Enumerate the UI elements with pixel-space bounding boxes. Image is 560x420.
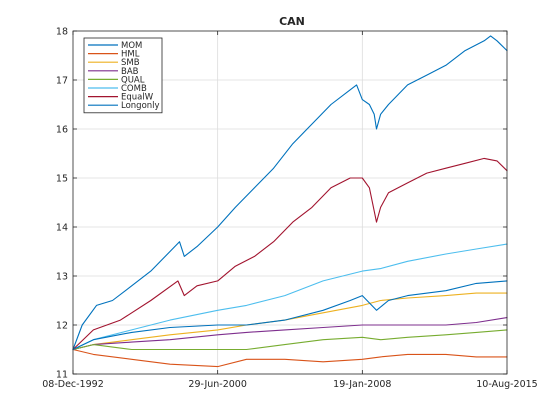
y-tick-label: 18 [56, 27, 68, 38]
axis-ticks: 08-Dec-1992 29-Jun-2000 19-Jan-2008 10-Aug-… [42, 27, 537, 391]
series-line-hml [72, 348, 508, 368]
y-tick-label: 13 [56, 272, 68, 283]
series-line-qual [72, 329, 508, 351]
legend-label-smb: SMB [121, 58, 140, 68]
chart-title: CAN [279, 15, 305, 28]
plot-frame [72, 30, 508, 375]
legend-label-hml: HML [121, 50, 140, 60]
legend-label-comb: COMB [121, 84, 147, 94]
x-tick-label: 10-Aug-2015 [476, 379, 537, 390]
x-tick-label: 29-Jun-2000 [188, 379, 247, 390]
legend-label-mom: MOM [121, 41, 142, 51]
series-line-comb [72, 243, 508, 351]
y-tick-label: 17 [56, 76, 68, 87]
y-tick-label: 12 [56, 321, 68, 332]
x-tick-label: 08-Dec-1992 [42, 379, 104, 390]
series-line-bab [72, 317, 508, 351]
y-tick-label: 14 [56, 223, 68, 234]
legend-label-bab: BAB [121, 67, 139, 77]
series-line-smb [72, 292, 508, 351]
series-line-mom [72, 35, 508, 351]
legend-label-longonly: Longonly [121, 101, 160, 111]
legend-label-equalw: EqualW [121, 93, 154, 103]
legend-label-qual: QUAL [121, 75, 145, 85]
x-tick-label: 19-Jan-2008 [333, 379, 391, 390]
y-tick-label: 11 [56, 370, 68, 381]
series-lines [72, 35, 508, 368]
y-tick-label: 15 [56, 174, 68, 185]
series-line-longonly [72, 280, 508, 351]
legend-box [83, 37, 163, 114]
y-tick-label: 16 [56, 125, 68, 136]
series-line-equalw [72, 157, 508, 351]
